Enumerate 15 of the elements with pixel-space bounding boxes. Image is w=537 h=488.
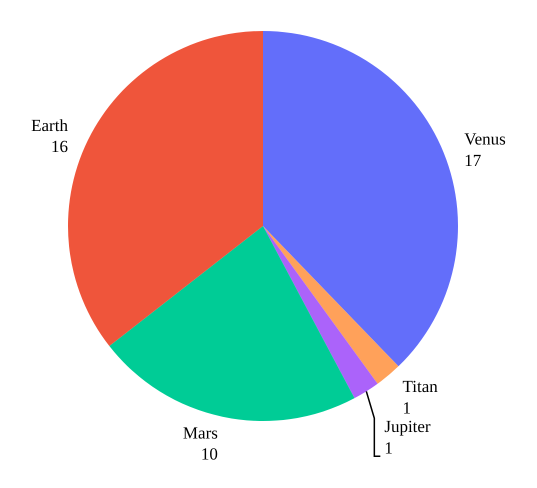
slice-label: Venus [464,130,506,149]
data-label: 1 [402,398,411,418]
pie-slice [68,31,263,346]
slice-label: Titan [402,377,438,396]
data-label: 1 [384,438,393,458]
slice-label: Earth [31,116,68,135]
pie-slice [109,226,355,421]
slice-label: Jupiter [384,417,431,436]
data-label: 10 [200,444,218,464]
data-label: 17 [464,150,482,170]
data-label: 16 [50,137,68,156]
slice-label: Mars [182,423,218,442]
pie-slice [263,31,458,366]
pie-slice [263,226,398,384]
pie-slice [263,226,378,398]
